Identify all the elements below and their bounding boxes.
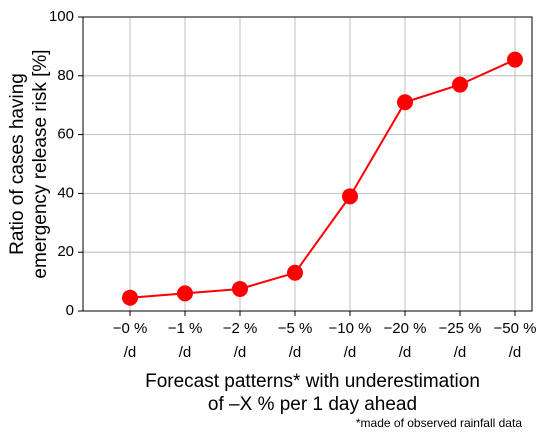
x-tick-label: −20 %/d <box>384 320 427 361</box>
point <box>507 51 523 68</box>
point <box>342 188 358 205</box>
footnote: *made of observed rainfall data <box>356 416 522 430</box>
x-tick-label: −0 %/d <box>113 320 148 361</box>
x-tick-label: −2 %/d <box>223 320 258 361</box>
y-tick-label: 80 <box>57 67 74 84</box>
point <box>287 264 303 281</box>
point <box>397 94 413 111</box>
point <box>122 289 138 306</box>
y-tick-label: 40 <box>57 184 74 201</box>
y-tick-label: 20 <box>57 243 74 260</box>
x-tick-label: −1 %/d <box>168 320 203 361</box>
y-axis-label: Ratio of cases having emergency release r… <box>7 49 51 278</box>
y-tick-label: 100 <box>49 8 74 25</box>
line <box>129 58 516 299</box>
x-tick-label: −5 %/d <box>278 320 313 361</box>
x-tick-label: −50 %/d <box>494 320 537 361</box>
point <box>232 280 248 297</box>
y-tick-label: 0 <box>66 302 74 319</box>
y-tick-label: 60 <box>57 126 74 143</box>
point <box>452 76 468 93</box>
point <box>177 285 193 302</box>
x-tick-label: −25 %/d <box>439 320 482 361</box>
plot-frame <box>82 16 533 312</box>
x-tick-label: −10 %/d <box>329 320 372 361</box>
x-axis-label: Forecast patterns* with underestimation o… <box>145 371 480 415</box>
